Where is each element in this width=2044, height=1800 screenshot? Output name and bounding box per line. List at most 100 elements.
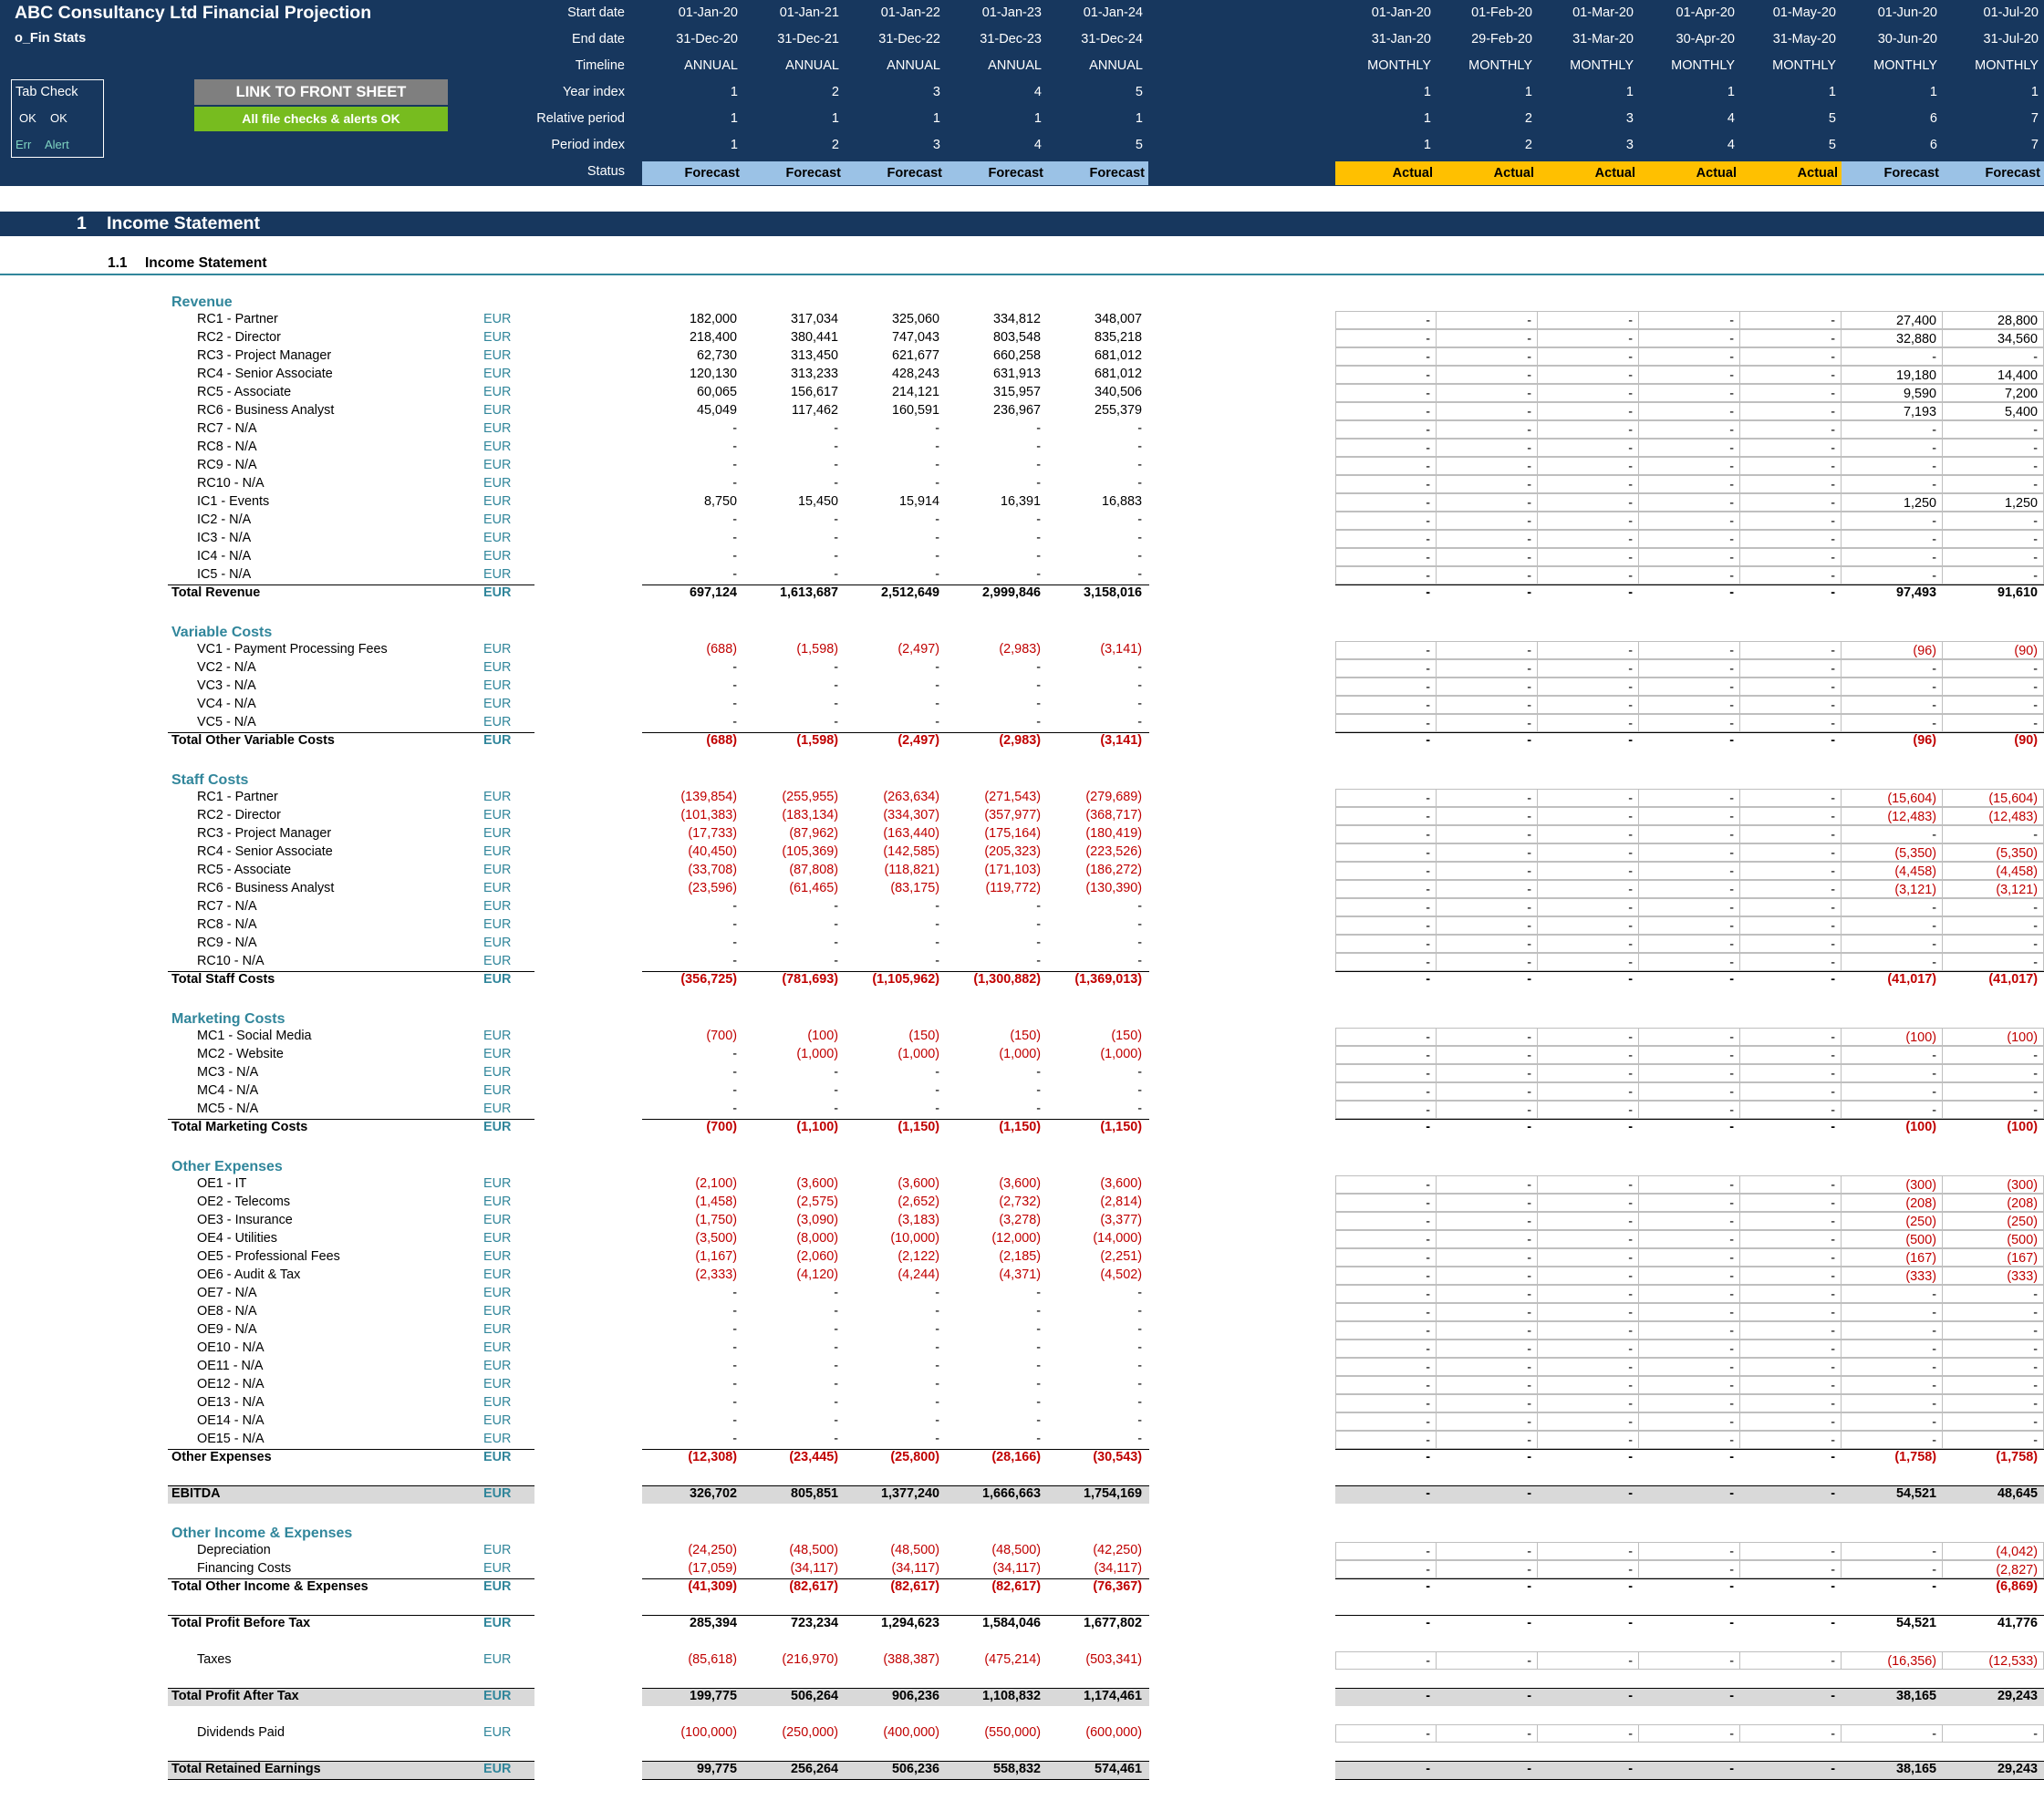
monthly-value-cell[interactable]: - (1538, 1046, 1639, 1064)
monthly-value-cell[interactable]: - (1538, 512, 1639, 530)
monthly-value-cell[interactable]: - (1437, 916, 1538, 935)
monthly-value-cell[interactable]: - (1335, 1321, 1437, 1340)
monthly-value-cell[interactable]: - (1335, 439, 1437, 457)
monthly-value-cell[interactable]: - (1639, 1194, 1740, 1212)
monthly-value-cell[interactable]: - (1740, 1321, 1842, 1340)
monthly-value-cell[interactable]: - (1740, 1358, 1842, 1376)
monthly-value-cell[interactable]: (15,604) (1842, 789, 1943, 807)
monthly-value-cell[interactable]: - (1437, 1340, 1538, 1358)
monthly-value-cell[interactable]: - (1740, 548, 1842, 566)
monthly-value-cell[interactable]: - (1842, 1340, 1943, 1358)
monthly-value-cell[interactable]: - (1538, 807, 1639, 825)
monthly-value-cell[interactable]: 28,800 (1943, 311, 2044, 329)
monthly-value-cell[interactable]: - (1943, 953, 2044, 971)
monthly-value-cell[interactable]: - (1437, 714, 1538, 732)
monthly-value-cell[interactable]: - (1943, 714, 2044, 732)
monthly-value-cell[interactable]: - (1842, 696, 1943, 714)
monthly-value-cell[interactable]: - (1740, 916, 1842, 935)
monthly-value-cell[interactable]: - (1639, 1560, 1740, 1578)
monthly-value-cell[interactable]: - (1639, 696, 1740, 714)
monthly-value-cell[interactable]: - (1639, 935, 1740, 953)
monthly-value-cell[interactable]: - (1639, 1358, 1740, 1376)
monthly-value-cell[interactable]: (5,350) (1842, 843, 1943, 862)
monthly-value-cell[interactable]: - (1740, 566, 1842, 584)
monthly-value-cell[interactable]: - (1538, 641, 1639, 659)
monthly-value-cell[interactable]: - (1943, 935, 2044, 953)
monthly-value-cell[interactable]: - (1437, 1358, 1538, 1376)
monthly-value-cell[interactable]: (167) (1943, 1248, 2044, 1267)
monthly-value-cell[interactable]: - (1335, 1376, 1437, 1394)
monthly-value-cell[interactable]: - (1639, 548, 1740, 566)
monthly-value-cell[interactable]: - (1437, 1412, 1538, 1431)
monthly-value-cell[interactable]: - (1740, 530, 1842, 548)
monthly-value-cell[interactable]: - (1740, 402, 1842, 420)
monthly-value-cell[interactable]: - (1740, 1101, 1842, 1119)
monthly-value-cell[interactable]: - (1538, 789, 1639, 807)
monthly-value-cell[interactable]: - (1639, 825, 1740, 843)
monthly-value-cell[interactable]: - (1335, 880, 1437, 898)
monthly-value-cell[interactable]: - (1842, 548, 1943, 566)
monthly-value-cell[interactable]: - (1639, 880, 1740, 898)
monthly-value-cell[interactable]: - (1437, 457, 1538, 475)
monthly-value-cell[interactable]: - (1842, 1101, 1943, 1119)
monthly-value-cell[interactable]: - (1437, 1175, 1538, 1194)
monthly-value-cell[interactable]: - (1943, 1340, 2044, 1358)
monthly-value-cell[interactable]: - (1538, 1651, 1639, 1670)
monthly-value-cell[interactable]: - (1740, 493, 1842, 512)
monthly-value-cell[interactable]: - (1740, 807, 1842, 825)
monthly-value-cell[interactable]: (2,827) (1943, 1560, 2044, 1578)
monthly-value-cell[interactable]: - (1639, 659, 1740, 678)
monthly-value-cell[interactable]: (3,121) (1842, 880, 1943, 898)
monthly-value-cell[interactable]: - (1740, 1724, 1842, 1743)
monthly-value-cell[interactable]: - (1842, 1358, 1943, 1376)
monthly-value-cell[interactable]: (250) (1943, 1212, 2044, 1230)
monthly-value-cell[interactable]: - (1538, 1303, 1639, 1321)
monthly-value-cell[interactable]: - (1437, 1194, 1538, 1212)
monthly-value-cell[interactable]: - (1437, 1064, 1538, 1082)
monthly-value-cell[interactable]: - (1639, 714, 1740, 732)
monthly-value-cell[interactable]: - (1335, 659, 1437, 678)
monthly-value-cell[interactable]: - (1538, 1321, 1639, 1340)
monthly-value-cell[interactable]: - (1639, 1542, 1740, 1560)
monthly-value-cell[interactable]: - (1437, 1394, 1538, 1412)
monthly-value-cell[interactable]: - (1740, 1267, 1842, 1285)
monthly-value-cell[interactable]: - (1842, 1376, 1943, 1394)
monthly-value-cell[interactable]: - (1943, 530, 2044, 548)
monthly-value-cell[interactable]: (16,356) (1842, 1651, 1943, 1670)
monthly-value-cell[interactable]: - (1842, 1412, 1943, 1431)
monthly-value-cell[interactable]: - (1943, 678, 2044, 696)
monthly-value-cell[interactable]: - (1842, 439, 1943, 457)
monthly-value-cell[interactable]: - (1639, 1724, 1740, 1743)
monthly-value-cell[interactable]: - (1639, 329, 1740, 347)
monthly-value-cell[interactable]: - (1842, 935, 1943, 953)
monthly-value-cell[interactable]: - (1639, 384, 1740, 402)
monthly-value-cell[interactable]: - (1538, 329, 1639, 347)
monthly-value-cell[interactable]: 27,400 (1842, 311, 1943, 329)
monthly-value-cell[interactable]: 1,250 (1842, 493, 1943, 512)
monthly-value-cell[interactable]: - (1639, 347, 1740, 366)
monthly-value-cell[interactable]: - (1943, 512, 2044, 530)
monthly-value-cell[interactable]: - (1335, 1267, 1437, 1285)
monthly-value-cell[interactable]: - (1740, 329, 1842, 347)
monthly-value-cell[interactable]: - (1335, 512, 1437, 530)
monthly-value-cell[interactable]: - (1335, 475, 1437, 493)
monthly-value-cell[interactable]: (12,483) (1943, 807, 2044, 825)
monthly-value-cell[interactable]: - (1335, 1651, 1437, 1670)
monthly-value-cell[interactable]: - (1740, 678, 1842, 696)
monthly-value-cell[interactable]: - (1842, 1431, 1943, 1449)
monthly-value-cell[interactable]: - (1538, 678, 1639, 696)
monthly-value-cell[interactable]: - (1842, 898, 1943, 916)
monthly-value-cell[interactable]: 19,180 (1842, 366, 1943, 384)
monthly-value-cell[interactable]: - (1943, 1064, 2044, 1082)
monthly-value-cell[interactable]: - (1335, 493, 1437, 512)
monthly-value-cell[interactable]: (500) (1943, 1230, 2044, 1248)
monthly-value-cell[interactable]: - (1740, 1340, 1842, 1358)
monthly-value-cell[interactable]: - (1639, 1046, 1740, 1064)
monthly-value-cell[interactable]: (15,604) (1943, 789, 2044, 807)
monthly-value-cell[interactable]: - (1335, 1394, 1437, 1412)
monthly-value-cell[interactable]: - (1335, 1212, 1437, 1230)
monthly-value-cell[interactable]: - (1335, 1046, 1437, 1064)
monthly-value-cell[interactable]: (100) (1842, 1028, 1943, 1046)
monthly-value-cell[interactable]: - (1538, 1560, 1639, 1578)
monthly-value-cell[interactable]: 32,880 (1842, 329, 1943, 347)
